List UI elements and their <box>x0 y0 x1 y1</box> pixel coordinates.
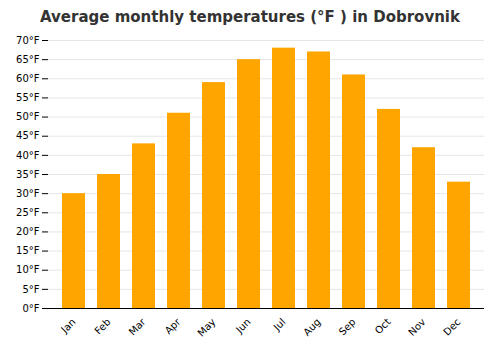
svg-text:40°F: 40°F <box>16 150 40 161</box>
svg-text:Nov: Nov <box>406 316 428 338</box>
svg-text:55°F: 55°F <box>16 92 40 103</box>
html-text:Average monthly temperatures (: Average monthly temperatures (°F ) in Do… <box>40 8 460 26</box>
svg-text:Jan: Jan <box>58 316 77 335</box>
svg-text:10°F: 10°F <box>16 264 40 275</box>
svg-text:May: May <box>195 316 217 338</box>
svg-text:45°F: 45°F <box>16 130 40 141</box>
svg-text:65°F: 65°F <box>16 54 40 65</box>
svg-text:Sep: Sep <box>337 316 358 337</box>
svg-text:5°F: 5°F <box>22 284 39 295</box>
svg-text:Mar: Mar <box>127 316 149 338</box>
svg-text:Jun: Jun <box>233 316 253 336</box>
svg-text:70°F: 70°F <box>16 35 40 46</box>
svg-text:60°F: 60°F <box>16 73 40 84</box>
svg-text:30°F: 30°F <box>16 188 40 199</box>
svg-text:Feb: Feb <box>92 316 112 336</box>
svg-text:Dec: Dec <box>441 316 462 337</box>
svg-text:35°F: 35°F <box>16 169 40 180</box>
svg-text:Aug: Aug <box>301 316 323 338</box>
svg-text:20°F: 20°F <box>16 226 40 237</box>
svg-text:Apr: Apr <box>163 316 184 337</box>
svg-text:25°F: 25°F <box>16 207 40 218</box>
svg-text:0°F: 0°F <box>22 303 39 314</box>
svg-text:50°F: 50°F <box>16 111 40 122</box>
svg-text:15°F: 15°F <box>16 245 40 256</box>
svg-text:Jul: Jul <box>271 316 288 333</box>
svg-text:Oct: Oct <box>373 316 393 336</box>
